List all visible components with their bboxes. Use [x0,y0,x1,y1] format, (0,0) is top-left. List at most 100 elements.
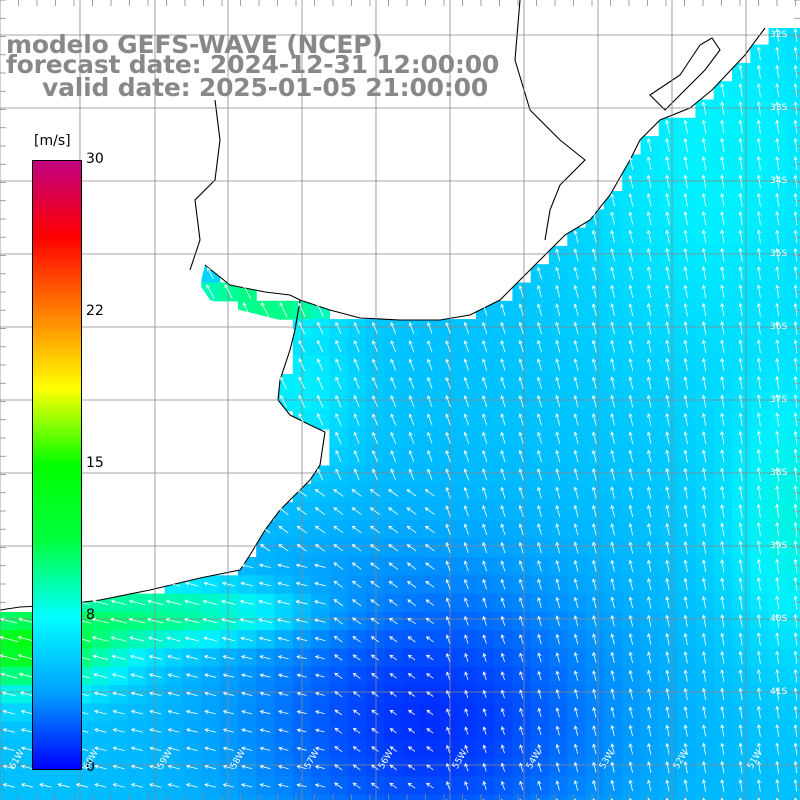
wind-arrow [112,728,125,733]
wind-arrow [793,339,798,353]
wind-arrow [720,614,725,628]
wind-arrow [296,543,307,552]
wind-cell [786,611,800,631]
wind-arrow [298,376,306,390]
wind-arrow [720,559,725,573]
wind-arrow [537,523,542,536]
wind-arrow [738,284,743,299]
wind-arrow [370,617,380,625]
wind-arrow [408,709,416,716]
wind-arrow [128,599,145,606]
wind-arrow [482,431,488,444]
wind-arrow [702,742,707,755]
wind-arrow [720,101,725,116]
wind-arrow [427,431,433,444]
wind-arrow [222,728,235,733]
wind-arrow [610,504,615,518]
wind-arrow [702,632,707,646]
wind-arrow [222,783,235,788]
wind-arrow [482,505,488,517]
wind-arrow [295,636,308,642]
wind-arrow [482,340,488,353]
wind-arrow [2,728,15,733]
wind-arrow [260,544,271,552]
wind-arrow [720,669,725,682]
wind-arrow [701,412,707,426]
wind-arrow [793,724,798,737]
wind-arrow [628,559,634,572]
wind-arrow [167,673,180,678]
land-area [0,0,800,610]
wind-arrow [757,760,762,774]
wind-arrow [333,598,344,607]
wind-arrow [316,413,324,426]
wind-arrow [537,780,542,791]
wind-cell [274,794,294,800]
wind-arrow [537,284,542,298]
wind-arrow [573,229,579,243]
wind-arrow [500,578,506,590]
wind-arrow [610,284,615,298]
wind-arrow [352,672,361,679]
wind-arrow [610,303,615,317]
wind-arrow [720,412,725,427]
wind-arrow [408,468,415,481]
wind-arrow [683,266,688,280]
wind-cell [219,794,239,800]
wind-cell [530,794,550,800]
wind-arrow [738,412,743,427]
wind-arrow [720,797,724,800]
wind-arrow [427,340,433,353]
wind-arrow [756,705,762,719]
wind-cell [18,794,38,800]
wind-arrow [665,211,670,225]
wind-arrow [482,523,488,536]
wind-arrow [372,395,378,408]
wind-arrow [258,636,272,642]
wind-arrow [775,339,780,353]
wind-arrow [353,468,360,481]
wind-arrow [665,137,670,152]
wind-arrow [756,650,761,664]
wind-arrow [665,431,670,445]
wind-arrow [388,580,398,588]
wind-arrow [647,449,652,463]
wind-cell [786,666,800,686]
wind-arrow [57,783,70,788]
wind-arrow [333,507,344,516]
wind-arrow [756,119,761,134]
wind-arrow [555,559,561,572]
wind-arrow [464,671,469,680]
wind-arrow [665,302,670,317]
wind-arrow [537,762,542,773]
wind-arrow [683,632,688,646]
wind-arrow [537,578,542,590]
wind-arrow [646,156,652,170]
wind-arrow [738,247,743,262]
wind-arrow [592,633,597,645]
wind-arrow [445,321,451,334]
wind-arrow [793,412,798,427]
wind-arrow [148,654,162,660]
wind-arrow [591,266,597,280]
wind-cell [91,794,111,800]
wind-arrow [0,617,18,624]
wind-arrow [424,525,435,534]
wind-arrow [756,211,761,225]
wind-arrow [537,707,542,718]
wind-arrow [738,83,743,97]
wind-arrow [519,652,524,663]
wind-arrow [573,248,579,262]
wind-arrow [793,64,798,79]
wind-arrow [333,635,343,643]
wind-arrow [500,449,506,463]
wind-arrow [738,229,743,244]
wind-arrow [646,339,652,353]
wind-arrow [239,618,254,624]
wind-arrow [406,525,417,534]
wind-arrow [518,321,524,335]
wind-arrow [372,450,378,462]
wind-arrow [202,599,218,605]
wind-arrow [683,504,688,518]
wind-arrow [500,726,505,735]
